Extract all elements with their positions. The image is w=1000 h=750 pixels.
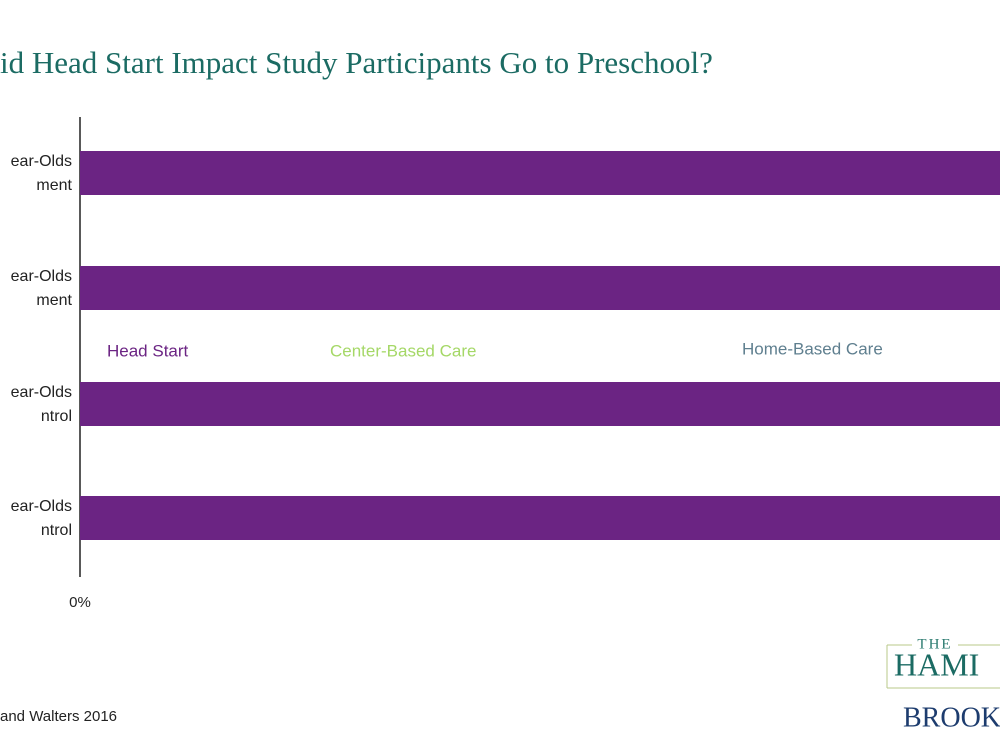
logo: THE HAMI BROOK (886, 636, 1000, 733)
y-tick-label: ment (36, 177, 72, 194)
y-tick-label: ntrol (41, 522, 72, 539)
legend-label: Center-Based Care (330, 341, 476, 360)
bar (80, 151, 1000, 195)
y-tick-label: ear-Olds (11, 153, 72, 170)
y-tick-label: ntrol (41, 408, 72, 425)
legend-label: Home-Based Care (742, 339, 883, 358)
y-tick-label: ear-Olds (11, 498, 72, 515)
y-tick-label: ear-Olds (11, 384, 72, 401)
source: and Walters 2016 (0, 708, 117, 725)
bar (80, 266, 1000, 310)
logo-text: BROOK (903, 702, 1000, 733)
bar (80, 496, 1000, 540)
y-tick-label: ment (36, 292, 72, 309)
legend-label: Head Start (107, 341, 189, 360)
bar (80, 382, 1000, 426)
chart-title: id Head Start Impact Study Participants … (0, 45, 713, 80)
y-tick-label: ear-Olds (11, 268, 72, 285)
logo-text: HAMI (894, 646, 979, 682)
logo-text: THE (917, 636, 952, 652)
x-tick-label: 0% (69, 594, 91, 611)
